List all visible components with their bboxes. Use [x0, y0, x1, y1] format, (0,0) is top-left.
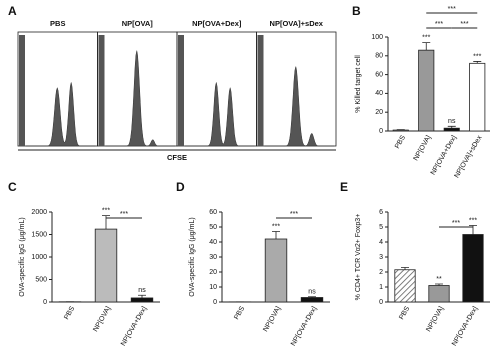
x-tick-label: NP[OVA] [413, 134, 433, 162]
error-bar [272, 231, 280, 239]
significance-label: *** [102, 207, 110, 214]
x-tick-label: PBS [398, 305, 411, 321]
y-tick-label: 10 [209, 284, 217, 291]
histogram-curve [26, 82, 96, 147]
error-bar [422, 42, 431, 51]
error-bar [473, 61, 482, 64]
gate-bar [98, 35, 105, 146]
error-bar [447, 125, 456, 129]
y-tick-label: 0 [379, 128, 383, 135]
y-axis-label: % Killed target cell [355, 55, 362, 113]
error-bar [435, 283, 443, 286]
y-tick-label: 40 [209, 239, 217, 246]
y-tick-label: 50 [209, 224, 217, 231]
sample-title: NP[OVA] [122, 19, 154, 28]
panel-label: D [176, 180, 185, 194]
y-tick-label: 20 [209, 269, 217, 276]
y-tick-label: 80 [375, 53, 383, 60]
y-tick-label: 3 [379, 254, 383, 261]
sample-title: NP[OVA]+sDex [270, 19, 324, 28]
bracket-label: *** [448, 6, 456, 13]
bar [264, 238, 288, 303]
x-tick-label: NP[OVA+Dex] [120, 305, 148, 347]
bar [392, 129, 409, 132]
panel-label: A [8, 4, 17, 18]
y-tick-label: 60 [375, 71, 383, 78]
bar [394, 269, 416, 303]
bracket-label: *** [290, 211, 298, 218]
significance-label: ns [138, 287, 146, 294]
x-tick-label: NP[OVA] [425, 305, 445, 333]
bar [443, 127, 460, 132]
error-bar [401, 267, 409, 270]
bar [418, 49, 435, 132]
x-tick-label: NP[OVA] [92, 305, 112, 333]
y-tick-label: 0 [213, 299, 217, 306]
bar [469, 62, 486, 132]
histogram-curve [105, 50, 175, 147]
x-tick-label: PBS [394, 134, 407, 150]
y-tick-label: 6 [379, 209, 383, 216]
y-tick-label: 100 [371, 34, 383, 41]
bar [94, 228, 118, 303]
y-tick-label: 40 [375, 90, 383, 97]
histogram-curve [185, 82, 255, 147]
sample-title: PBS [50, 19, 65, 28]
y-tick-label: 5 [379, 224, 383, 231]
error-bar [308, 296, 316, 298]
y-tick-label: 2 [379, 269, 383, 276]
y-tick-label: 2000 [31, 209, 47, 216]
bracket-label: *** [435, 21, 443, 28]
significance-label: *** [473, 53, 481, 60]
y-tick-label: 1 [379, 284, 383, 291]
x-tick-label: NP[OVA]+sDex [454, 134, 484, 179]
significance-label: *** [469, 217, 477, 224]
panel-label: C [8, 180, 17, 194]
error-bar [138, 294, 146, 298]
x-tick-label: PBS [233, 305, 246, 321]
y-tick-label: 500 [35, 276, 47, 283]
significance-label: ** [436, 276, 442, 283]
bar [300, 297, 324, 303]
significance-label: *** [422, 34, 430, 41]
y-tick-label: 1500 [31, 231, 47, 238]
histogram-curve [264, 66, 334, 147]
gate-bar [178, 35, 184, 146]
gate-bar [19, 35, 25, 146]
y-axis-label: OVA-specific IgG (μg/mL) [19, 217, 26, 296]
bar [428, 285, 450, 303]
y-axis-label: OVA-specific IgG (μg/mL) [189, 217, 196, 296]
bar [130, 297, 154, 303]
y-tick-label: 20 [375, 109, 383, 116]
x-tick-label: NP[OVA] [262, 305, 282, 333]
y-tick-label: 30 [209, 254, 217, 261]
sample-title: NP[OVA+Dex] [192, 19, 242, 28]
y-tick-label: 0 [379, 299, 383, 306]
panel-label: B [352, 4, 361, 18]
x-tick-label: NP[OVA+Dex] [451, 305, 479, 347]
y-tick-label: 60 [209, 209, 217, 216]
bracket-label: *** [452, 220, 460, 227]
y-tick-label: 4 [379, 239, 383, 246]
bracket-label: *** [460, 21, 468, 28]
significance-label: ns [448, 118, 456, 125]
panel-label: E [340, 180, 348, 194]
y-tick-label: 1000 [31, 254, 47, 261]
y-tick-label: 0 [43, 299, 47, 306]
bracket-label: *** [120, 211, 128, 218]
significance-label: *** [272, 223, 280, 230]
gate-bar [257, 35, 264, 146]
x-tick-label: NP[OVA+Dex] [290, 305, 318, 347]
bar [462, 234, 484, 303]
y-axis-label: % CD4+ TCR Vα2+ Foxp3+ [355, 214, 362, 301]
x-axis-label: CFSE [167, 153, 187, 162]
x-tick-label: NP[OVA+Dex] [430, 134, 458, 176]
significance-label: ns [308, 289, 316, 296]
x-tick-label: PBS [63, 305, 76, 321]
